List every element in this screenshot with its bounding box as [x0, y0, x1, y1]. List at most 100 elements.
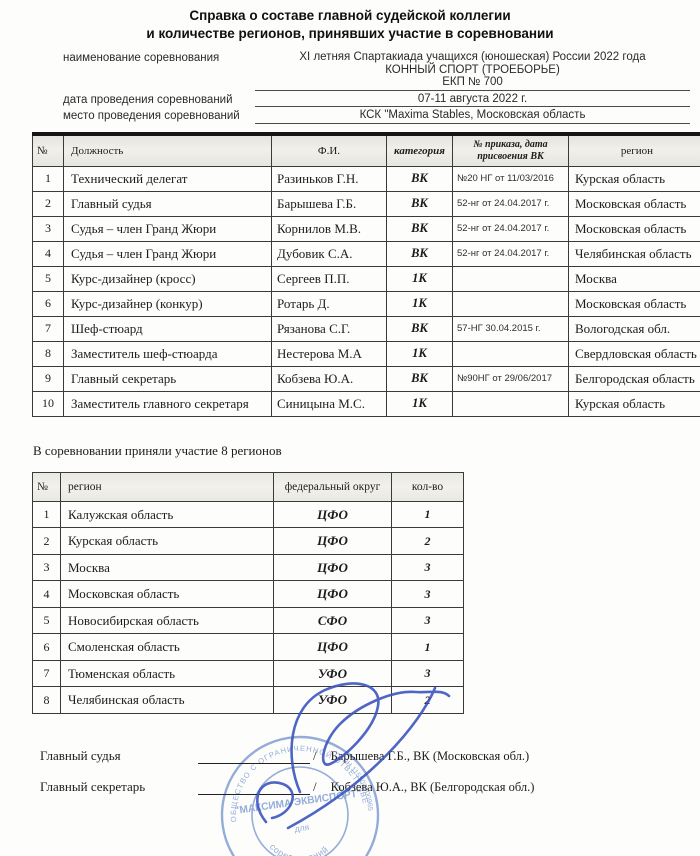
table-cell: Барышева Г.Б.	[271, 190, 387, 217]
competition-place: КСК "Maxima Stables, Московская область	[255, 109, 690, 124]
table-row: 4 Московская область ЦФО 3	[32, 580, 464, 608]
table-cell: Синицына М.С.	[271, 390, 387, 417]
header-row: № Должность Ф.И. категория № приказа, дата п…	[32, 133, 700, 167]
column-header: регион	[60, 471, 274, 502]
table-cell: Курская область	[60, 527, 274, 555]
table-cell: 1К	[386, 265, 453, 292]
table-row: 8 Заместитель шеф-стюарда Нестерова М.А 1К С…	[32, 340, 700, 367]
table-row: 2 Главный судья Барышева Г.Б. ВК 52-нг от 24…	[32, 190, 700, 217]
table-cell: Судья – член Гранд Жюри	[63, 215, 272, 242]
column-header: регион	[568, 133, 700, 167]
table-cell: Калужская область	[60, 500, 274, 529]
table-cell: Сергеев П.П.	[271, 265, 387, 292]
table-row: 3 Москва ЦФО 3	[32, 553, 464, 582]
table-cell	[452, 340, 569, 367]
table-cell: 2	[391, 527, 464, 555]
signature-name: Барышева Г.Б., ВК (Московская обл.)	[330, 748, 530, 763]
column-header: кол-во	[391, 471, 464, 502]
table-row: 7 Шеф-стюард Рязанова С.Г. ВК 57-НГ 30.04.20…	[32, 315, 700, 342]
column-header: категория	[386, 133, 453, 167]
table-cell: ВК	[386, 240, 453, 267]
column-header: № приказа, дата присвоения ВК	[452, 133, 569, 167]
table-cell	[452, 265, 569, 292]
column-header: федеральный округ	[273, 471, 392, 502]
column-header: Ф.И.	[271, 133, 387, 167]
title-line-1: Справка о составе главной судейской колл…	[189, 8, 511, 23]
table-cell: Москва	[568, 265, 700, 292]
info-label-competition-name: наименование соревнования	[63, 52, 220, 65]
competition-ekp-number: ЕКП № 700	[255, 76, 690, 91]
table-cell: №90НГ от 29/06/2017	[452, 365, 569, 392]
table-row: 5 Новосибирская область СФО 3	[32, 606, 464, 635]
table-cell: ЦФО	[273, 553, 392, 582]
table-cell: 1	[391, 500, 464, 529]
table-cell: Новосибирская область	[60, 606, 274, 635]
info-label-place: место проведения соревнований	[63, 110, 240, 123]
table-cell: 3	[32, 215, 64, 242]
table-cell: 1	[32, 500, 61, 529]
table-row: 8 Челябинская область УФО 2	[32, 686, 464, 714]
table-row: 9 Главный секретарь Кобзева Ю.А. ВК №90НГ от…	[32, 365, 700, 392]
table-cell: 1	[391, 633, 464, 661]
column-header: №	[32, 471, 61, 502]
table-row: 1 Калужская область ЦФО 1	[32, 500, 464, 529]
table-cell: 10	[32, 390, 64, 417]
table-cell: 2	[32, 527, 61, 555]
table-row: 10 Заместитель главного секретаря Синицына…	[32, 390, 700, 417]
signature-row-chief-judge: Главный судья / Барышева Г.Б., ВК (Моско…	[40, 744, 700, 764]
organization-stamp: ОБЩЕСТВО С ОГРАНИЧЕННОЙ ОТВЕТСТВЕННОСТЬЮ…	[205, 725, 380, 856]
regions-table: № регион федеральный округ кол-во 1 Калужская…	[32, 471, 464, 714]
competition-name-line: XI летняя Спартакиада учащихся (юношеска…	[299, 51, 646, 64]
signature-line	[198, 744, 310, 764]
participation-note: В соревновании приняли участие 8 регионо…	[33, 442, 282, 458]
table-cell: ВК	[386, 165, 453, 192]
table-cell: Разиньков Г.Н.	[271, 165, 387, 192]
table-row: 6 Курс-дизайнер (конкур) Ротарь Д. 1К Москов…	[32, 290, 700, 317]
table-cell: Смоленская область	[60, 633, 274, 661]
title-line-2: и количестве регионов, принявших участие…	[146, 26, 554, 42]
header-row: № регион федеральный округ кол-во	[32, 471, 464, 502]
table-cell: 1	[32, 165, 64, 192]
table-cell: Курс-дизайнер (конкур)	[63, 290, 272, 317]
table-cell: 8	[32, 340, 64, 367]
signature-role: Главный секретарь	[40, 778, 146, 794]
table-cell: 9	[32, 365, 64, 392]
table-cell: 5	[32, 606, 61, 635]
table-cell: Заместитель главного секретаря	[63, 390, 272, 417]
table-cell: 2	[32, 190, 64, 217]
table-cell: 3	[391, 580, 464, 608]
info-row-date: дата проведения соревнований 07-11 авгус…	[0, 93, 700, 108]
table-cell: 3	[391, 553, 464, 582]
table-row: 6 Смоленская область ЦФО 1	[32, 633, 464, 661]
table-cell: Шеф-стюард	[63, 315, 272, 342]
table-cell: Белгородская область	[568, 365, 700, 392]
table-cell: Московская область	[568, 190, 700, 217]
signature-role: Главный судья	[40, 747, 121, 763]
table-cell: Технический делегат	[63, 165, 272, 192]
table-cell: Курская область	[568, 390, 700, 417]
table-cell: Главный судья	[63, 190, 272, 217]
table-cell: Московская область	[60, 580, 274, 608]
table-cell: Кобзева Ю.А.	[271, 365, 387, 392]
table-cell: Московская область	[568, 290, 700, 317]
signature-block: Главный судья / Барышева Г.Б., ВК (Моско…	[40, 744, 700, 795]
table-cell: Корнилов М.В.	[271, 215, 387, 242]
table-cell: 4	[32, 580, 61, 608]
table-cell	[452, 290, 569, 317]
judges-table: № Должность Ф.И. категория № приказа, дата п…	[32, 131, 700, 417]
table-row: 3 Судья – член Гранд Жюри Корнилов М.В. ВК 5…	[32, 215, 700, 242]
table-cell: 3	[32, 553, 61, 582]
table-cell	[452, 390, 569, 417]
signature-name: Кобзева Ю.А., ВК (Белгородская обл.)	[330, 779, 535, 794]
table-cell: 52-нг от 24.04.2017 г.	[452, 215, 569, 242]
table-cell: Нестерова М.А	[271, 340, 387, 367]
table-cell: ЦФО	[273, 500, 392, 529]
table-cell: 1К	[386, 290, 453, 317]
table-cell: 52-нг от 24.04.2017 г.	[452, 190, 569, 217]
table-cell: 57-НГ 30.04.2015 г.	[452, 315, 569, 342]
signature-separator: /	[313, 778, 317, 794]
info-row-name: наименование соревнования XI летняя Спар…	[0, 51, 700, 91]
table-cell: ВК	[386, 315, 453, 342]
table-row: 1 Технический делегат Разиньков Г.Н. ВК №20 …	[32, 165, 700, 192]
